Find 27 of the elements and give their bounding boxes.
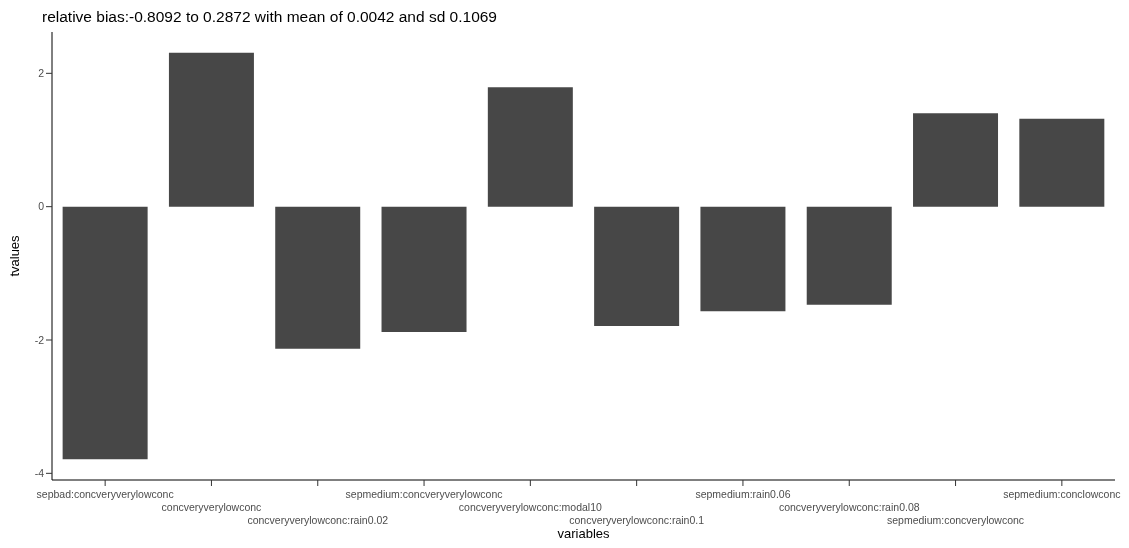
x-tick-label: sepmedium:conclowconc <box>1003 488 1121 500</box>
bar <box>1019 118 1105 207</box>
x-tick-label: concveryverylowconc:rain0.02 <box>247 514 389 526</box>
y-tick-label: -2 <box>34 333 45 346</box>
bar <box>381 206 467 332</box>
y-tick-label: 2 <box>38 67 45 80</box>
x-tick-label: concveryverylowconc <box>161 501 262 513</box>
x-tick-label: sepmedium:rain0.06 <box>695 488 791 500</box>
bar <box>62 206 148 460</box>
y-axis-title: tvalues <box>6 234 22 277</box>
bar <box>700 206 786 312</box>
x-axis-title: variables <box>557 526 611 541</box>
bar <box>487 87 573 207</box>
bar <box>168 52 254 207</box>
bar <box>275 206 361 349</box>
x-tick-label: sepbad:concveryverylowconc <box>36 488 174 500</box>
x-tick-label: sepmedium:concverylowconc <box>886 514 1025 526</box>
x-tick-label: concveryverylowconc:rain0.08 <box>778 501 920 513</box>
chart-title: relative bias:-0.8092 to 0.2872 with mean of 0.0042 and sd 0.1069 <box>41 8 498 27</box>
x-tick-label: concveryverylowconc:modal10 <box>458 501 602 513</box>
bar <box>913 113 999 207</box>
x-tick-label: concveryverylowconc:rain0.1 <box>569 514 705 526</box>
y-tick-label: 0 <box>38 200 45 213</box>
x-tick-label: sepmedium:concveryverylowconc <box>345 488 503 500</box>
bar <box>594 206 680 326</box>
bar <box>806 206 892 305</box>
y-tick-label: -4 <box>34 467 45 480</box>
